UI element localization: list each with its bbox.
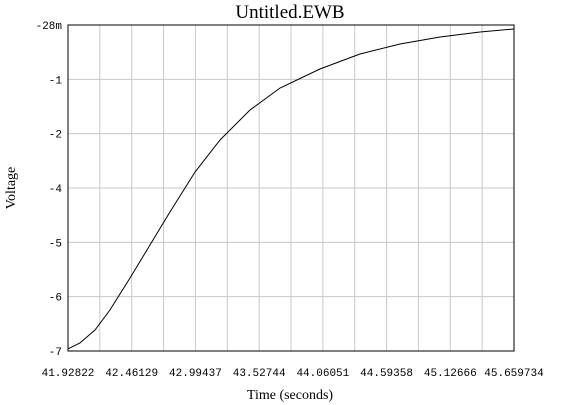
- y-tick-label: -5: [49, 238, 62, 250]
- chart-title: Untitled.EWB: [235, 2, 344, 23]
- x-tick-label: 44.59358: [360, 368, 413, 380]
- y-tick-label: -7: [49, 347, 62, 359]
- y-tick-label: -1: [49, 75, 63, 87]
- y-tick-label: -4: [49, 184, 63, 196]
- x-tick-label: 44.06051: [296, 368, 349, 380]
- data-line: [67, 28, 515, 350]
- y-axis-label: Voltage: [4, 167, 19, 210]
- y-tick-label: -2: [49, 130, 62, 142]
- x-tick-label: 42.46129: [105, 368, 158, 380]
- x-tick-label: 43.52744: [233, 368, 286, 380]
- y-tick-label: -28m: [36, 21, 63, 33]
- plot-frame: [67, 24, 515, 352]
- x-tick-label: 41.92822: [42, 368, 95, 380]
- x-axis-label: Time (seconds): [247, 388, 334, 403]
- y-tick-label: -6: [49, 293, 62, 305]
- x-tick-label: 45.659734: [484, 368, 544, 380]
- x-tick-label: 45.12666: [424, 368, 477, 380]
- x-tick-label: 42.99437: [169, 368, 222, 380]
